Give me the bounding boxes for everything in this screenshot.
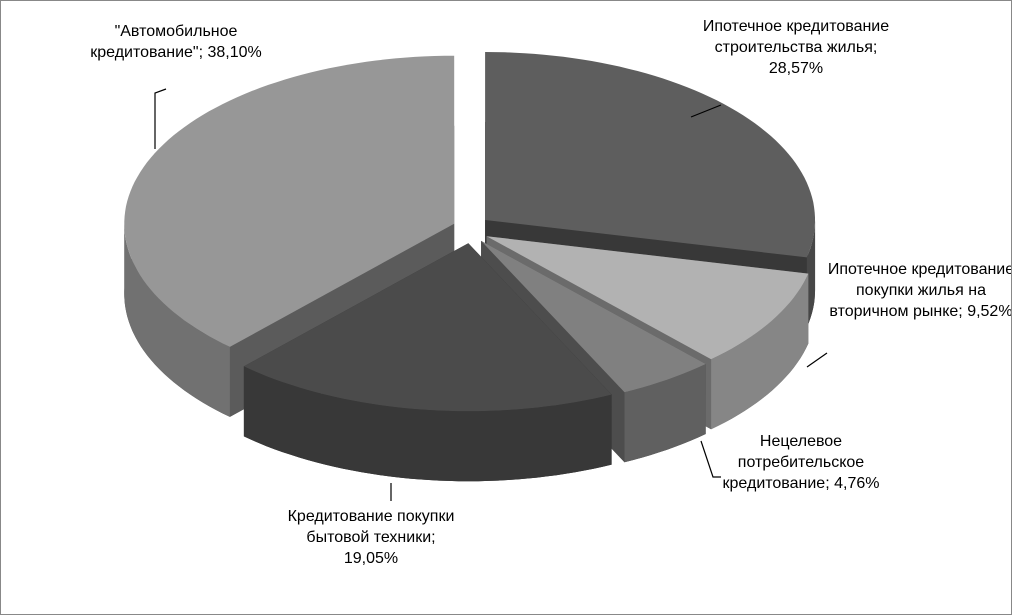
leader-line	[690, 104, 722, 118]
category-name: Ипотечное кредитование покупки жилья на …	[827, 261, 1012, 320]
slice	[243, 243, 612, 412]
leader-lines	[154, 88, 828, 501]
slice-side	[806, 220, 816, 328]
slice-side	[624, 364, 706, 463]
category-name: "Автомобильное кредитование";	[90, 23, 238, 61]
leader-line	[700, 440, 721, 478]
data-label: Кредитование покупки бытовой техники; 19…	[281, 506, 461, 569]
leader-line	[154, 88, 167, 149]
data-label: Ипотечное кредитование покупки жилья на …	[826, 259, 1012, 322]
value-label: 4,76%	[834, 475, 880, 492]
slices	[124, 52, 816, 482]
value-label: 19,05%	[343, 550, 399, 567]
data-label: Ипотечное кредитование строительства жил…	[701, 16, 891, 79]
slice	[485, 52, 815, 258]
category-name: Ипотечное кредитование строительства жил…	[702, 18, 890, 56]
slice-side	[124, 223, 230, 417]
slice	[486, 236, 809, 360]
value-label: 28,57%	[768, 60, 824, 77]
category-name: Кредитование покупки бытовой техники;	[287, 508, 455, 546]
data-label: "Автомобильное кредитование"; 38,10%	[81, 21, 271, 63]
slice-side	[243, 366, 612, 482]
slice	[124, 55, 455, 347]
leader-line	[806, 352, 828, 368]
value-label: 9,52%	[967, 303, 1012, 320]
value-label: 38,10%	[207, 44, 262, 61]
slice-side	[711, 273, 809, 430]
data-label: Нецелевое потребительское кредитование; …	[701, 431, 901, 494]
category-name: Нецелевое потребительское кредитование;	[722, 433, 865, 492]
slice	[481, 240, 706, 393]
